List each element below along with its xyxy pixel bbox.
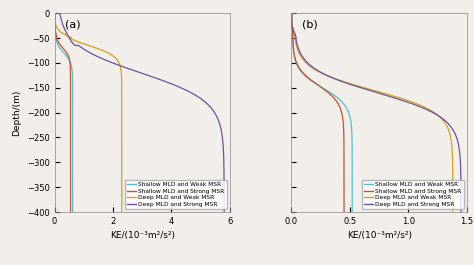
Shallow MLD and Weak MSR xyxy=(289,12,294,15)
Line: Deep MLD and Strong MSR: Deep MLD and Strong MSR xyxy=(60,13,224,212)
Text: (b): (b) xyxy=(302,19,318,29)
Shallow MLD and Strong MSR xyxy=(68,187,73,190)
Line: Shallow MLD and Weak MSR: Shallow MLD and Weak MSR xyxy=(292,13,352,212)
Deep MLD and Strong MSR xyxy=(458,210,464,214)
Shallow MLD and Weak MSR xyxy=(69,67,75,70)
X-axis label: KE/(10⁻³m²/s²): KE/(10⁻³m²/s²) xyxy=(110,231,175,240)
Shallow MLD and Strong MSR xyxy=(68,66,73,69)
Shallow MLD and Strong MSR xyxy=(68,67,73,70)
Deep MLD and Weak MSR xyxy=(310,67,316,70)
Deep MLD and Weak MSR xyxy=(119,85,125,89)
Shallow MLD and Strong MSR xyxy=(341,187,347,190)
Deep MLD and Weak MSR xyxy=(309,66,315,69)
Shallow MLD and Strong MSR xyxy=(341,210,347,214)
Line: Shallow MLD and Strong MSR: Shallow MLD and Strong MSR xyxy=(292,13,344,212)
Line: Shallow MLD and Weak MSR: Shallow MLD and Weak MSR xyxy=(55,13,73,212)
Shallow MLD and Weak MSR xyxy=(70,210,75,214)
Shallow MLD and Strong MSR xyxy=(68,210,73,214)
Deep MLD and Strong MSR xyxy=(312,67,318,70)
Shallow MLD and Strong MSR xyxy=(289,12,294,15)
Shallow MLD and Weak MSR xyxy=(70,146,75,149)
Shallow MLD and Weak MSR xyxy=(70,187,75,190)
Shallow MLD and Weak MSR xyxy=(70,85,75,89)
Shallow MLD and Strong MSR xyxy=(68,85,73,89)
Shallow MLD and Weak MSR xyxy=(52,12,57,15)
Shallow MLD and Weak MSR xyxy=(349,187,355,190)
Shallow MLD and Strong MSR xyxy=(318,85,324,89)
Deep MLD and Weak MSR xyxy=(119,146,125,149)
Deep MLD and Strong MSR xyxy=(456,146,462,149)
Line: Deep MLD and Weak MSR: Deep MLD and Weak MSR xyxy=(55,13,122,212)
Deep MLD and Weak MSR xyxy=(447,132,453,135)
Shallow MLD and Weak MSR xyxy=(295,66,301,69)
Deep MLD and Weak MSR xyxy=(119,187,125,190)
Deep MLD and Strong MSR xyxy=(220,146,226,149)
Deep MLD and Weak MSR xyxy=(119,210,125,214)
Shallow MLD and Weak MSR xyxy=(296,67,302,70)
Legend: Shallow MLD and Weak MSR, Shallow MLD and Strong MSR, Deep MLD and Weak MSR, Dee: Shallow MLD and Weak MSR, Shallow MLD an… xyxy=(362,180,464,209)
Deep MLD and Strong MSR xyxy=(176,85,182,89)
Deep MLD and Strong MSR xyxy=(219,132,225,135)
Shallow MLD and Strong MSR xyxy=(68,146,73,149)
Shallow MLD and Weak MSR xyxy=(349,210,355,214)
Deep MLD and Weak MSR xyxy=(118,67,124,70)
Deep MLD and Strong MSR xyxy=(458,187,464,190)
Y-axis label: Depth/(m): Depth/(m) xyxy=(12,90,21,136)
Line: Deep MLD and Strong MSR: Deep MLD and Strong MSR xyxy=(292,13,461,212)
Deep MLD and Strong MSR xyxy=(57,12,63,15)
Deep MLD and Strong MSR xyxy=(221,187,227,190)
X-axis label: KE/(10⁻³m²/s²): KE/(10⁻³m²/s²) xyxy=(346,231,411,240)
Line: Shallow MLD and Strong MSR: Shallow MLD and Strong MSR xyxy=(55,13,71,212)
Shallow MLD and Strong MSR xyxy=(297,67,302,70)
Shallow MLD and Weak MSR xyxy=(318,85,324,89)
Deep MLD and Weak MSR xyxy=(289,12,294,15)
Deep MLD and Weak MSR xyxy=(119,132,125,135)
Deep MLD and Strong MSR xyxy=(289,12,294,15)
Deep MLD and Strong MSR xyxy=(310,66,316,69)
Deep MLD and Strong MSR xyxy=(452,132,458,135)
Shallow MLD and Strong MSR xyxy=(52,12,57,15)
Deep MLD and Strong MSR xyxy=(125,67,131,70)
Deep MLD and Weak MSR xyxy=(52,12,58,15)
Legend: Shallow MLD and Weak MSR, Shallow MLD and Strong MSR, Deep MLD and Weak MSR, Dee: Shallow MLD and Weak MSR, Shallow MLD an… xyxy=(125,180,227,209)
Shallow MLD and Weak MSR xyxy=(349,132,355,135)
Shallow MLD and Strong MSR xyxy=(341,146,347,149)
Text: (a): (a) xyxy=(65,19,81,29)
Shallow MLD and Strong MSR xyxy=(68,132,73,135)
Shallow MLD and Strong MSR xyxy=(296,66,302,69)
Deep MLD and Strong MSR xyxy=(221,210,227,214)
Deep MLD and Weak MSR xyxy=(450,187,456,190)
Shallow MLD and Weak MSR xyxy=(69,66,74,69)
Deep MLD and Strong MSR xyxy=(122,66,128,69)
Deep MLD and Weak MSR xyxy=(449,146,455,149)
Deep MLD and Weak MSR xyxy=(118,66,123,69)
Shallow MLD and Strong MSR xyxy=(341,132,346,135)
Shallow MLD and Weak MSR xyxy=(70,132,75,135)
Deep MLD and Weak MSR xyxy=(450,210,456,214)
Shallow MLD and Weak MSR xyxy=(349,146,355,149)
Deep MLD and Strong MSR xyxy=(356,85,361,89)
Deep MLD and Weak MSR xyxy=(359,85,365,89)
Line: Deep MLD and Weak MSR: Deep MLD and Weak MSR xyxy=(292,13,453,212)
